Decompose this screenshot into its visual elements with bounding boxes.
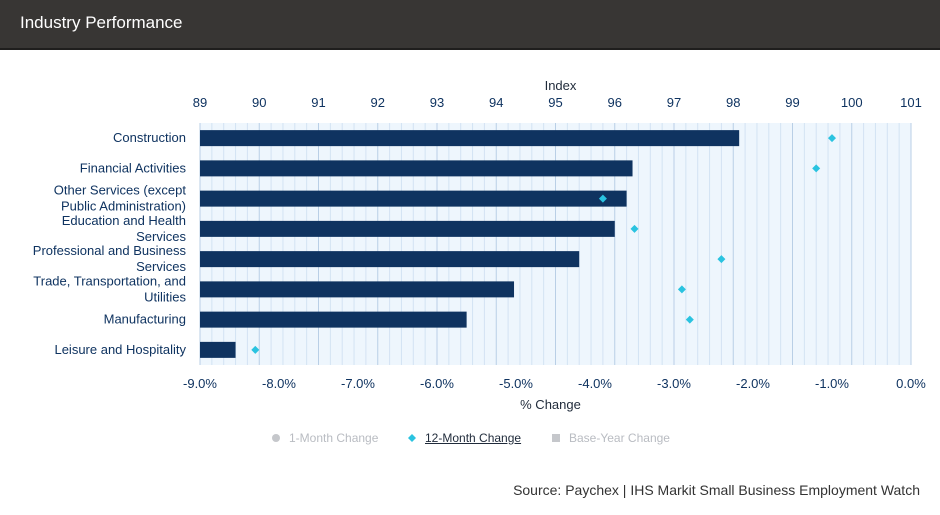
diamond-12-month-change xyxy=(717,255,726,264)
top-axis-tick-label: 96 xyxy=(608,95,622,110)
source-note: Source: Paychex | IHS Markit Small Busin… xyxy=(513,482,920,498)
bottom-axis-tick-label: -6.0% xyxy=(420,376,454,391)
bottom-axis-tick-label: -5.0% xyxy=(499,376,533,391)
bar-index xyxy=(200,281,515,298)
category-label: Trade, Transportation, and xyxy=(33,273,186,288)
gridlines xyxy=(199,123,912,365)
page-header: Industry Performance xyxy=(0,0,940,50)
bar-index xyxy=(200,190,627,207)
top-axis-tick-label: 99 xyxy=(785,95,799,110)
legend-label: 12-Month Change xyxy=(425,431,522,445)
diamond-12-month-change xyxy=(828,134,836,143)
diamond-12-month-change xyxy=(630,224,639,233)
top-axis-tick-label: 89 xyxy=(193,95,207,110)
diamond-12-month-change xyxy=(251,345,260,354)
diamond-12-month-change xyxy=(677,285,686,294)
bottom-axis-title: % Change xyxy=(520,397,581,412)
diamond-12-month-change xyxy=(598,194,607,203)
bottom-axis-tick-label: -7.0% xyxy=(341,376,375,391)
bar-index xyxy=(200,130,740,147)
square-icon xyxy=(552,434,560,442)
diamond-12-month-change xyxy=(685,315,694,324)
top-axis-tick-label: 101 xyxy=(900,95,922,110)
bar-index xyxy=(200,160,633,177)
bottom-axis-tick-label: -8.0% xyxy=(262,376,296,391)
category-label: Services xyxy=(136,259,186,274)
bottom-axis-tick-label: 0.0% xyxy=(896,376,926,391)
top-axis-tick-label: 97 xyxy=(667,95,681,110)
category-label: Financial Activities xyxy=(80,160,187,175)
top-axis-tick-label: 95 xyxy=(548,95,562,110)
top-axis-tick-label: 100 xyxy=(841,95,863,110)
bottom-axis-tick-label: -1.0% xyxy=(815,376,849,391)
chart-legend: 1-Month Change 12-Month Change Base-Year… xyxy=(0,429,940,447)
legend-label: Base-Year Change xyxy=(569,431,670,445)
top-axis-tick-label: 92 xyxy=(371,95,385,110)
top-axis-tick-label: 93 xyxy=(430,95,444,110)
bar-index xyxy=(200,220,615,237)
bottom-axis-tick-label: -4.0% xyxy=(578,376,612,391)
category-label: Professional and Business xyxy=(33,243,187,258)
category-label: Other Services (except xyxy=(54,183,187,198)
top-axis-title: Index xyxy=(545,78,577,93)
bar-index xyxy=(200,311,467,328)
category-label: Education and Health xyxy=(62,213,186,228)
diamond-12-month-change xyxy=(812,164,821,173)
bottom-axis-tick-label: -2.0% xyxy=(736,376,770,391)
category-label: Leisure and Hospitality xyxy=(54,342,186,357)
category-label: Utilities xyxy=(144,289,186,304)
bottom-axis-tick-label: -3.0% xyxy=(657,376,691,391)
industry-performance-chart: Index 89 90 91 92 93 94 95 96 97 98 99 100 101 -9.0% -8… xyxy=(33,78,926,412)
top-axis-tick-label: 91 xyxy=(311,95,325,110)
category-label: Construction xyxy=(113,130,186,145)
top-axis-tick-label: 98 xyxy=(726,95,740,110)
bar-index xyxy=(200,341,236,358)
top-axis-tick-label: 90 xyxy=(252,95,266,110)
top-axis-tick-label: 94 xyxy=(489,95,503,110)
category-label: Public Administration) xyxy=(61,199,186,214)
bar-index xyxy=(200,251,580,268)
page-title: Industry Performance xyxy=(20,13,183,32)
legend-label: 1-Month Change xyxy=(289,431,379,445)
category-label: Manufacturing xyxy=(104,312,186,327)
bottom-axis-tick-label: -9.0% xyxy=(183,376,217,391)
circle-icon xyxy=(272,434,280,442)
diamond-icon xyxy=(408,434,416,442)
category-label: Services xyxy=(136,229,186,244)
